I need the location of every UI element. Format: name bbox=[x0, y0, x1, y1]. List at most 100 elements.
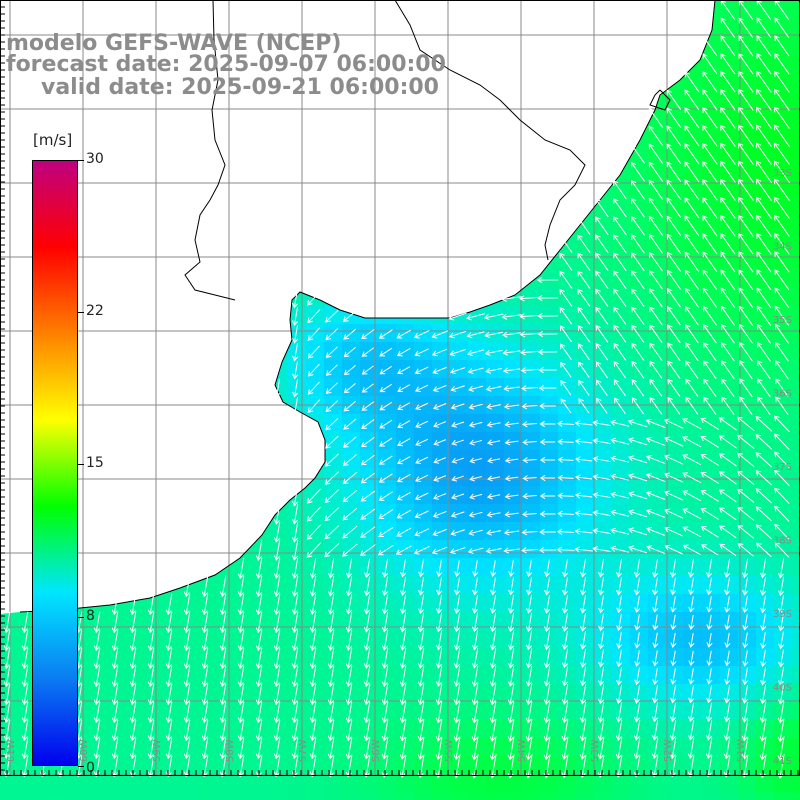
wind-arrow bbox=[306, 488, 321, 504]
wind-arrow bbox=[469, 475, 482, 482]
speed-cell bbox=[648, 756, 667, 775]
longitude-label: 57W bbox=[298, 739, 309, 762]
speed-cell bbox=[630, 486, 649, 505]
speed-cell bbox=[756, 450, 775, 469]
speed-cell bbox=[252, 684, 271, 703]
wind-arrow bbox=[592, 492, 611, 499]
speed-cell bbox=[774, 468, 793, 487]
wind-arrow bbox=[255, 575, 263, 598]
speed-cell bbox=[234, 612, 253, 631]
speed-cell bbox=[522, 756, 541, 775]
speed-cell bbox=[342, 684, 361, 703]
wind-arrow bbox=[539, 528, 556, 536]
wind-arrow bbox=[738, 305, 754, 326]
speed-cell bbox=[774, 756, 793, 775]
wind-arrow bbox=[648, 215, 664, 236]
speed-cell bbox=[234, 702, 253, 721]
wind-arrow bbox=[702, 89, 718, 111]
wind-arrow bbox=[539, 492, 556, 500]
speed-cell bbox=[684, 414, 703, 433]
speed-cell bbox=[684, 702, 703, 721]
speed-cell bbox=[522, 792, 541, 800]
speed-cell bbox=[126, 702, 145, 721]
speed-cell bbox=[774, 558, 793, 577]
speed-cell bbox=[720, 648, 739, 667]
speed-cell bbox=[126, 792, 145, 800]
speed-cell bbox=[72, 792, 91, 800]
speed-cell bbox=[774, 684, 793, 703]
speed-cell bbox=[684, 738, 703, 757]
speed-cell bbox=[540, 360, 559, 379]
wind-arrow bbox=[490, 559, 497, 577]
speed-cell bbox=[666, 702, 685, 721]
wind-arrow bbox=[342, 543, 358, 557]
speed-cell bbox=[558, 468, 577, 487]
wind-arrow bbox=[755, 488, 772, 504]
longitude-label: 61W bbox=[6, 739, 17, 762]
wind-arrow bbox=[598, 559, 605, 578]
wind-arrow bbox=[610, 455, 629, 463]
wind-arrow bbox=[720, 124, 736, 147]
wind-arrow bbox=[774, 232, 790, 255]
wind-arrow bbox=[628, 437, 648, 446]
speed-cell bbox=[306, 738, 325, 757]
speed-cell bbox=[180, 720, 199, 739]
wind-arrow bbox=[627, 419, 648, 428]
speed-cell bbox=[90, 756, 109, 775]
speed-cell bbox=[234, 738, 253, 757]
wind-arrow bbox=[580, 577, 587, 596]
speed-cell bbox=[576, 666, 595, 685]
speed-cell bbox=[702, 630, 721, 649]
border-path bbox=[394, 0, 586, 261]
wind-arrow bbox=[342, 436, 357, 448]
wind-arrow bbox=[721, 378, 735, 398]
wind-arrow bbox=[560, 380, 572, 396]
wind-arrow bbox=[684, 143, 700, 165]
speed-cell bbox=[540, 576, 559, 595]
wind-arrow bbox=[503, 547, 520, 554]
speed-cell bbox=[216, 774, 235, 793]
speed-cell bbox=[540, 270, 559, 289]
speed-cell bbox=[756, 702, 775, 721]
wind-arrow bbox=[537, 348, 558, 356]
wind-arrow bbox=[610, 419, 630, 427]
wind-arrow bbox=[700, 472, 720, 484]
longitude-label: 52W bbox=[663, 739, 674, 762]
speed-cell bbox=[504, 648, 523, 667]
speed-cell bbox=[630, 756, 649, 775]
wind-arrow bbox=[578, 361, 590, 378]
speed-cell bbox=[162, 666, 181, 685]
wind-arrow bbox=[775, 360, 789, 380]
wind-arrow bbox=[413, 330, 430, 339]
wind-arrow bbox=[718, 507, 737, 521]
speed-cell bbox=[540, 756, 559, 775]
speed-cell bbox=[774, 594, 793, 613]
speed-cell bbox=[306, 774, 325, 793]
speed-cell bbox=[18, 630, 37, 649]
speed-cell bbox=[594, 666, 613, 685]
wind-arrow bbox=[508, 577, 515, 596]
speed-cell bbox=[558, 630, 577, 649]
wind-arrow bbox=[415, 384, 429, 393]
speed-cell bbox=[234, 684, 253, 703]
speed-cell bbox=[684, 540, 703, 559]
wind-arrow bbox=[379, 347, 393, 357]
wind-arrow bbox=[649, 396, 663, 415]
wind-arrow bbox=[577, 216, 591, 236]
wind-arrow bbox=[702, 305, 717, 326]
speed-cell bbox=[432, 630, 451, 649]
wind-arrow bbox=[652, 558, 659, 578]
wind-arrow bbox=[630, 143, 645, 164]
speed-cell bbox=[756, 774, 775, 793]
speed-cell bbox=[126, 720, 145, 739]
wind-arrow bbox=[756, 323, 771, 344]
speed-cell bbox=[468, 720, 487, 739]
wind-arrow bbox=[436, 577, 443, 596]
wind-arrow bbox=[325, 328, 339, 341]
speed-cell bbox=[648, 504, 667, 523]
wind-arrow bbox=[755, 416, 773, 432]
colorbar-unit: [m/s] bbox=[33, 131, 73, 149]
speed-cell bbox=[252, 774, 271, 793]
speed-cell bbox=[306, 558, 325, 577]
speed-cell bbox=[450, 738, 469, 757]
